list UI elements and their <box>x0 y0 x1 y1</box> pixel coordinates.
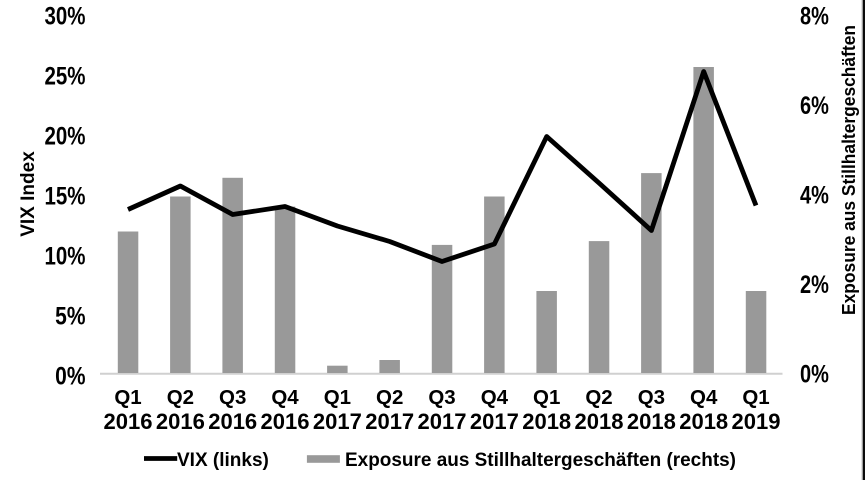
svg-text:20%: 20% <box>44 122 85 150</box>
svg-text:0%: 0% <box>800 360 829 388</box>
svg-text:25%: 25% <box>44 62 85 90</box>
svg-text:2016: 2016 <box>156 409 205 434</box>
svg-text:2018: 2018 <box>522 409 571 434</box>
svg-text:Q1: Q1 <box>324 386 351 409</box>
svg-text:Q4: Q4 <box>690 386 718 409</box>
svg-text:Q2: Q2 <box>167 386 194 409</box>
svg-text:Exposure aus Stillhaltergeschä: Exposure aus Stillhaltergeschäften (rech… <box>345 450 736 471</box>
svg-text:VIX (links): VIX (links) <box>177 450 269 471</box>
svg-text:Q2: Q2 <box>585 386 612 409</box>
svg-text:2017: 2017 <box>365 409 414 434</box>
svg-text:10%: 10% <box>44 242 85 270</box>
svg-text:2016: 2016 <box>104 409 153 434</box>
svg-text:2018: 2018 <box>627 409 676 434</box>
svg-text:2019: 2019 <box>732 409 781 434</box>
svg-text:5%: 5% <box>55 302 85 330</box>
svg-text:Q2: Q2 <box>376 386 403 409</box>
svg-text:2016: 2016 <box>208 409 257 434</box>
svg-text:2%: 2% <box>800 271 829 299</box>
svg-text:Q3: Q3 <box>638 386 665 409</box>
svg-text:30%: 30% <box>44 2 85 30</box>
svg-text:Q4: Q4 <box>271 386 299 409</box>
svg-text:6%: 6% <box>800 92 829 120</box>
svg-text:8%: 8% <box>800 2 829 30</box>
svg-text:2017: 2017 <box>418 409 467 434</box>
svg-text:Exposure aus Stillhaltergeschä: Exposure aus Stillhaltergeschäften <box>838 25 859 315</box>
svg-text:Q4: Q4 <box>481 386 509 409</box>
svg-text:2017: 2017 <box>313 409 362 434</box>
svg-text:Q3: Q3 <box>428 386 455 409</box>
svg-text:Q1: Q1 <box>533 386 560 409</box>
svg-text:0%: 0% <box>55 362 85 390</box>
svg-text:Q3: Q3 <box>219 386 246 409</box>
svg-text:2017: 2017 <box>470 409 519 434</box>
svg-text:2016: 2016 <box>261 409 310 434</box>
svg-text:Q1: Q1 <box>114 386 141 409</box>
svg-text:2018: 2018 <box>679 409 728 434</box>
svg-text:15%: 15% <box>44 182 85 210</box>
svg-text:VIX Index: VIX Index <box>18 151 39 237</box>
svg-text:Q1: Q1 <box>742 386 769 409</box>
svg-text:2018: 2018 <box>575 409 624 434</box>
svg-text:4%: 4% <box>800 181 829 209</box>
